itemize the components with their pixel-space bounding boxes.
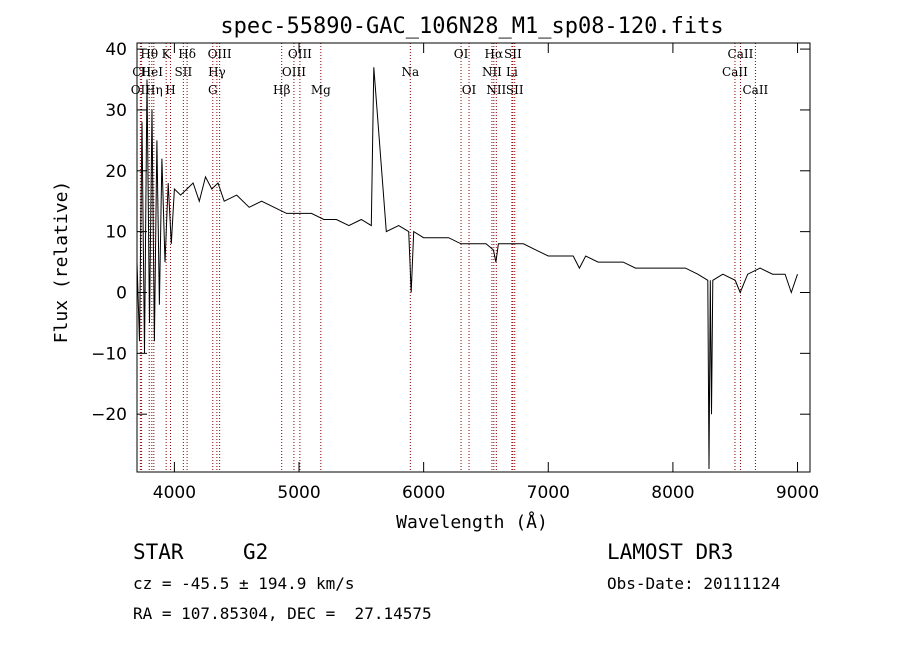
line-label-10: Hγ (208, 65, 226, 79)
line-label-13: OIII (282, 65, 306, 79)
y-axis-ticks: −20 −10 0 10 20 30 40 (91, 40, 810, 425)
plot-frame (136, 42, 811, 473)
y-tick-label-2: 0 (116, 283, 127, 303)
flux-series-line (136, 67, 798, 470)
line-label-26: CaII (728, 47, 754, 61)
line-label-11: G (208, 83, 218, 97)
line-label-8: Hδ (178, 47, 196, 61)
y-tick-label-1: −10 (91, 344, 127, 364)
line-label-9: OIII (208, 47, 232, 61)
spectral-line-markers (139, 43, 756, 472)
y-tick-label-6: 40 (105, 40, 127, 60)
line-label-22: SII (504, 47, 522, 61)
survey-name: LAMOST DR3 (607, 540, 734, 564)
line-label-5: K (162, 47, 172, 61)
line-label-14: Hβ (273, 83, 290, 97)
object-subclass: G2 (243, 540, 269, 564)
line-label-24: SII (506, 83, 524, 97)
line-label-6: SII (175, 65, 193, 79)
line-label-7: H (165, 83, 175, 97)
chart-title: spec-55890-GAC_106N28_M1_sp08-120.fits (220, 14, 723, 39)
line-label-27: CaII (742, 83, 768, 97)
line-label-25: CaII (722, 65, 748, 79)
line-label-4: Hη (145, 83, 163, 97)
y-axis-label: Flux (relative) (51, 181, 72, 344)
x-axis-label: Wavelength (Å) (396, 511, 548, 533)
line-label-18: OI (462, 83, 477, 97)
x-tick-label-5: 9000 (776, 483, 819, 503)
line-label-12: OIII (288, 47, 312, 61)
line-label-20: NII (482, 65, 502, 79)
observation-date: Obs-Date: 20111124 (607, 574, 781, 593)
x-axis-ticks: 4000 5000 6000 7000 8000 9000 (153, 43, 819, 503)
y-tick-label-5: 30 (105, 101, 127, 121)
line-label-15: Mg (311, 83, 331, 97)
x-tick-label-2: 6000 (402, 483, 445, 503)
y-tick-label-4: 20 (105, 162, 127, 182)
line-label-17: OI (454, 47, 469, 61)
line-label-21: NII (486, 83, 506, 97)
line-label-1: OII (131, 83, 151, 97)
x-tick-label-3: 7000 (527, 483, 570, 503)
line-label-19: Hα (485, 47, 504, 61)
x-tick-label-0: 4000 (153, 483, 196, 503)
line-label-0: Hθ (140, 47, 158, 61)
x-tick-label-4: 8000 (651, 483, 694, 503)
line-label-16: Na (401, 65, 419, 79)
coordinates: RA = 107.85304, DEC = 27.14575 (133, 604, 432, 623)
line-label-23: Li (506, 65, 518, 79)
y-tick-label-0: −20 (91, 405, 127, 425)
object-class: STAR (133, 540, 184, 564)
y-tick-label-3: 10 (105, 223, 127, 243)
line-label-3: HeI (141, 65, 164, 79)
redshift-velocity: cz = -45.5 ± 194.9 km/s (133, 574, 355, 593)
x-tick-label-1: 5000 (277, 483, 320, 503)
